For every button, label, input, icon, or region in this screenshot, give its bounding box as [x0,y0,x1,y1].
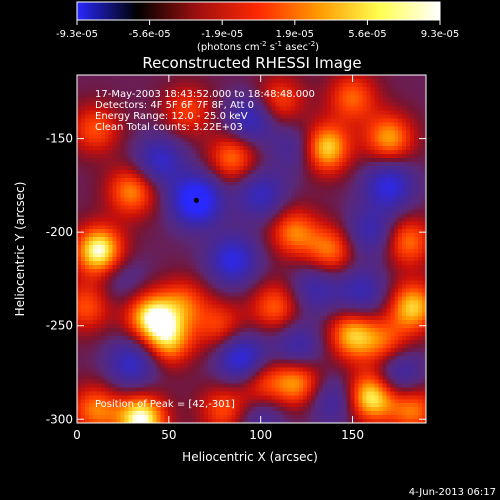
colorbar-gradient [76,1,441,21]
x-tick-label: 150 [341,428,364,442]
colorbar-tick-label: 5.6e-05 [348,29,386,40]
x-tick-label: 50 [161,428,176,442]
y-axis-label: Heliocentric Y (arcsec) [13,182,27,317]
colorbar-unit-label: (photons cm-2 s-1 asec-2) [197,40,319,53]
colorbar: -9.3e-05 -5.6e-05 -1.9e-05 1.9e-05 5.6e-05 9.… [56,1,459,53]
peak-marker [193,197,199,203]
annotation-peak-position: Position of Peak = [42,-301] [95,399,235,410]
plot-area [77,75,426,423]
x-axis-label: Heliocentric X (arcsec) [182,450,318,464]
annotation-time-range: 17-May-2003 18:43:52.000 to 18:48:48.000 [95,89,315,100]
annotation-clean-counts: Clean Total counts: 3.22E+03 [95,122,243,133]
colorbar-tick-label: -1.9e-05 [201,29,243,40]
chart-title: Reconstructed RHESSI Image [142,54,361,72]
colorbar-tick-label: 9.3e-05 [421,29,459,40]
annotations: 17-May-2003 18:43:52.000 to 18:48:48.000… [95,89,315,410]
x-tick-label: 100 [249,428,272,442]
colorbar-ticks: -9.3e-05 -5.6e-05 -1.9e-05 1.9e-05 5.6e-05 9.… [56,20,459,40]
y-tick-label: -150 [46,132,73,146]
y-tick-label: -300 [46,412,73,426]
y-tick-label: -200 [46,225,73,239]
footer-date: 4-Jun-2013 06:17 [409,487,496,498]
annotation-energy-range: Energy Range: 12.0 - 25.0 keV [95,111,248,122]
colorbar-tick-label: -5.6e-05 [129,29,171,40]
plot-frame [76,74,427,424]
colorbar-tick-label: 1.9e-05 [276,29,314,40]
heatmap-image [77,75,426,423]
axes: 0 50 100 150 -300 -250 -200 -150 [46,75,426,442]
x-tick-label: 0 [73,428,81,442]
y-tick-label: -250 [46,319,73,333]
colorbar-tick-label: -9.3e-05 [56,29,98,40]
annotation-detectors: Detectors: 4F 5F 6F 7F 8F, Att 0 [95,100,254,111]
